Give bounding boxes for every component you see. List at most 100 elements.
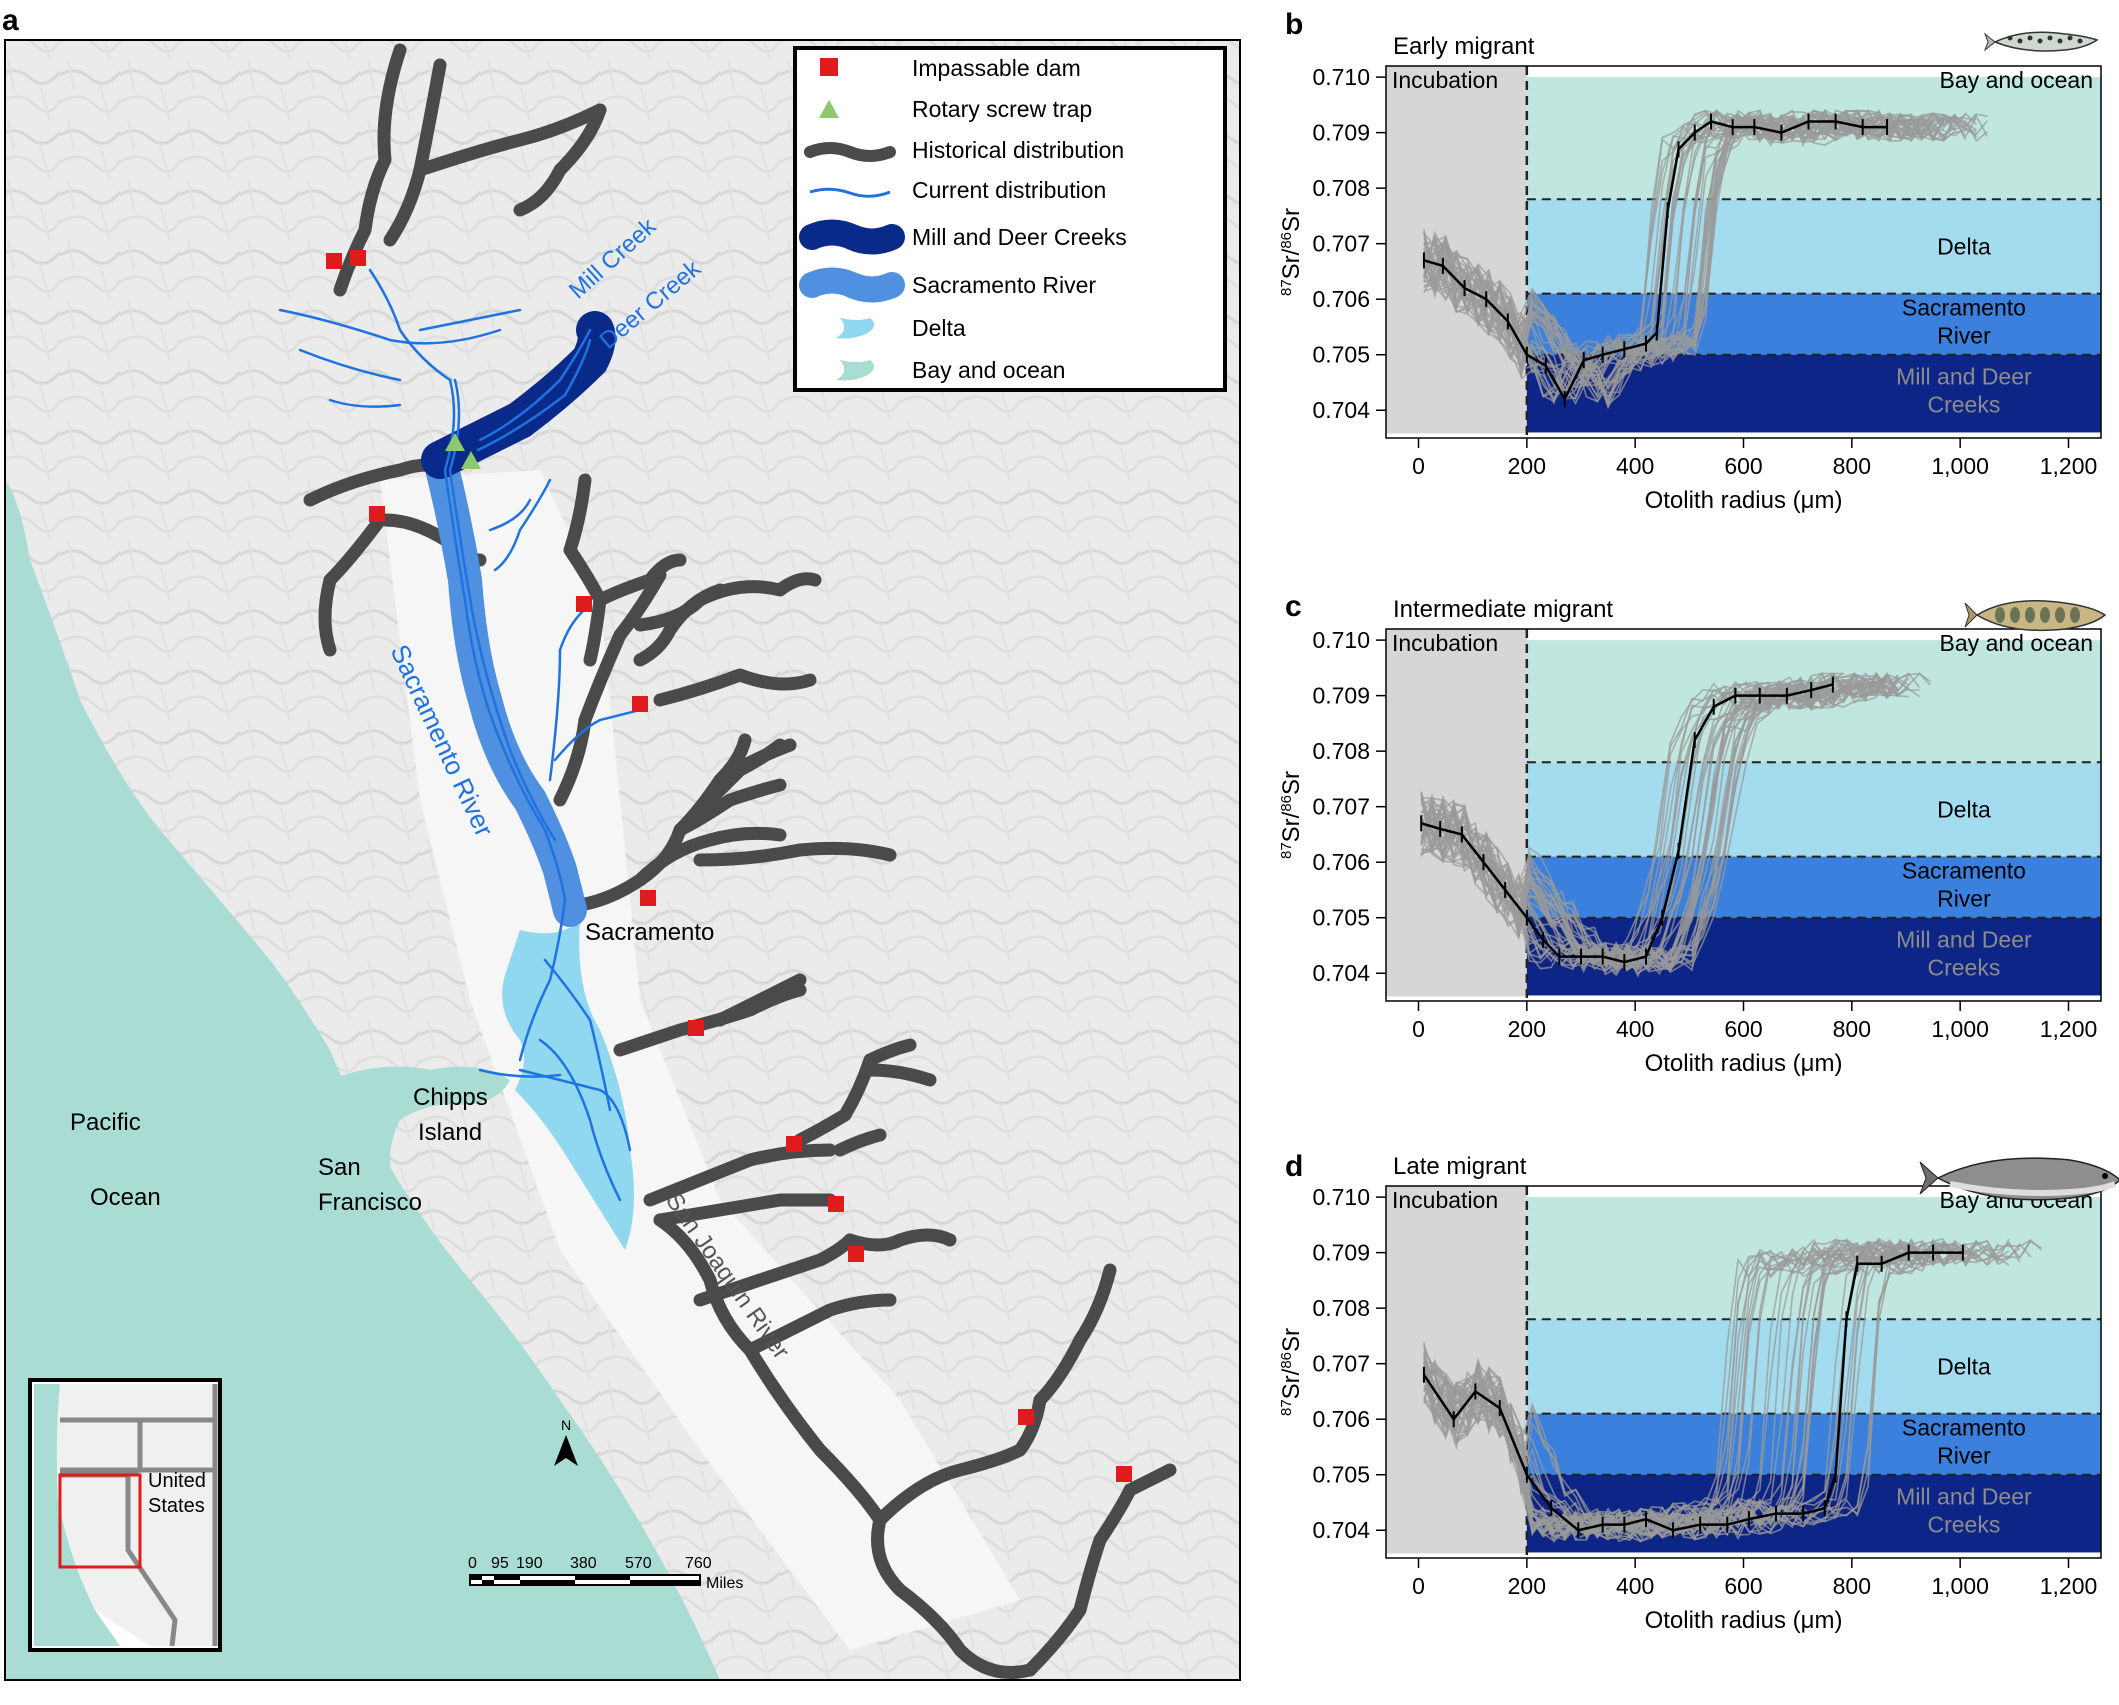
- mill-legend-icon: [799, 219, 905, 255]
- francisco-label: Francisco: [318, 1189, 422, 1216]
- san-label: San: [318, 1154, 361, 1181]
- x-tick-label: 1,000: [1931, 1573, 1989, 1599]
- x-tick-label: 0: [1412, 1573, 1425, 1599]
- individual-trajectory: [1423, 109, 1967, 392]
- mill-zone-label-line2: Creeks: [1927, 955, 2000, 981]
- fish-spot-icon: [2055, 607, 2065, 623]
- y-tick-label: 0.705: [1312, 905, 1370, 931]
- sac-legend-icon: [799, 267, 905, 303]
- delta-zone-label: Delta: [1937, 1353, 1991, 1379]
- dam-icon: [688, 1020, 704, 1036]
- chart-late-migrant: Incubation Bay and oceanDeltaSacramentoRi…: [1278, 1153, 2119, 1634]
- individual-trajectory: [1423, 113, 1978, 403]
- mill-zone-label-line2: Creeks: [1927, 1512, 2000, 1538]
- y-tick-label: 0.705: [1312, 342, 1370, 368]
- sacramento-zone: [1526, 856, 2101, 918]
- dam-icon: [369, 506, 385, 522]
- fish-belly-icon: [1949, 1181, 2117, 1196]
- map-svg: Mill Creek Deer Creek Sacramento River S…: [4, 39, 1241, 1681]
- x-tick-label: 600: [1724, 1016, 1762, 1042]
- x-tick-label: 200: [1508, 1573, 1546, 1599]
- chart-early-migrant: Incubation Bay and ocean Delta SacramentoRi…: [1278, 31, 2102, 514]
- fish-spot-icon: [2010, 607, 2020, 623]
- chart-panel-d: Incubation Bay and ocean Delta Sacramento Ri…: [1275, 1140, 2119, 1700]
- y-tick-label: 0.706: [1312, 849, 1370, 875]
- y-axis-label: 87Sr/86Sr: [1278, 771, 1306, 859]
- screw-trap-icon: [461, 451, 481, 469]
- historical-legend-icon: [804, 142, 896, 162]
- fish-spot-icon: [2047, 35, 2053, 41]
- incubation-zone: [1386, 66, 1527, 434]
- x-tick-label: 600: [1724, 1573, 1762, 1599]
- x-tick-label: 0: [1412, 453, 1425, 479]
- sacramento-zone-label-line2: River: [1937, 323, 1991, 349]
- scale-tick-label: 95: [491, 1555, 509, 1572]
- y-tick-label: 0.710: [1312, 1184, 1370, 1210]
- dam-icon: [848, 1246, 864, 1262]
- fish-eye-icon: [2102, 1173, 2108, 1179]
- chart-title: Early migrant: [1393, 33, 1535, 60]
- current-legend-icon: [809, 187, 891, 198]
- x-tick-label: 0: [1412, 1016, 1425, 1042]
- valley-floor: [380, 470, 1020, 1650]
- ocean-label: Ocean: [90, 1184, 161, 1211]
- delta-zone-label: Delta: [1937, 796, 1991, 822]
- individual-trajectories: [1420, 671, 1931, 978]
- delta-region: [502, 920, 634, 1250]
- fish-spot-icon: [2027, 35, 2033, 41]
- y-tick-label: 0.705: [1312, 1462, 1370, 1488]
- x-tick-label: 200: [1508, 1016, 1546, 1042]
- incubation-zone-label: Incubation: [1392, 1187, 1498, 1213]
- island-label: Island: [418, 1119, 482, 1146]
- panel-letter-c: c: [1285, 590, 1302, 623]
- fish-spot-icon: [2057, 38, 2063, 44]
- panel-letter-a: a: [2, 4, 19, 37]
- x-axis-label: Otolith radius (μm): [1645, 1607, 1843, 1634]
- mean-trajectory: [1422, 1251, 1963, 1532]
- north-label: N: [561, 1417, 571, 1433]
- x-axis-label: Otolith radius (μm): [1645, 1050, 1843, 1077]
- delta-zone-label: Delta: [1937, 233, 1991, 259]
- delta-zone: [1526, 762, 2101, 857]
- sacramento-zone-label-line1: Sacramento: [1902, 295, 2026, 321]
- individual-trajectory: [1423, 1242, 1891, 1534]
- chart-title: Intermediate migrant: [1393, 596, 1613, 623]
- x-tick-label: 800: [1833, 1573, 1871, 1599]
- legend-label-bay: Bay and ocean: [912, 357, 1065, 383]
- x-tick-label: 1,000: [1931, 1016, 1989, 1042]
- panel-letter-b: b: [1285, 8, 1304, 41]
- fish-illustration-icon: [1964, 599, 2107, 632]
- fish-spot-icon: [2077, 38, 2083, 44]
- incubation-zone: [1386, 1186, 1527, 1554]
- incubation-zone-label: Incubation: [1392, 67, 1498, 93]
- y-tick-label: 0.710: [1312, 64, 1370, 90]
- y-tick-label: 0.706: [1312, 1406, 1370, 1432]
- legend-label-mill: Mill and Deer Creeks: [912, 224, 1127, 250]
- mill-zone-label-line2: Creeks: [1927, 392, 2000, 418]
- inset-united-label: United: [148, 1470, 206, 1492]
- bay-zone-label: Bay and ocean: [1940, 67, 2093, 93]
- scale-tick-label: 380: [570, 1555, 597, 1572]
- sacramento-zone-label-line1: Sacramento: [1902, 1415, 2026, 1441]
- legend-label-trap: Rotary screw trap: [912, 96, 1092, 122]
- panel-letter-d: d: [1285, 1150, 1304, 1183]
- individual-trajectory: [1420, 672, 1888, 969]
- fish-spot-icon: [2025, 607, 2035, 623]
- y-tick-label: 0.707: [1312, 231, 1370, 257]
- y-axis-label: 87Sr/86Sr: [1278, 208, 1306, 296]
- fish-illustration-icon: [1919, 1157, 2119, 1201]
- x-tick-label: 200: [1508, 453, 1546, 479]
- x-tick-label: 400: [1616, 1016, 1654, 1042]
- sacramento-river-band: [423, 443, 587, 927]
- delta-zone: [1526, 199, 2101, 294]
- chart-panel-b: Incubation Bay and ocean Delta Sacramento Ri…: [1275, 20, 2119, 580]
- dam-icon: [1018, 1409, 1034, 1425]
- mean-trajectory: [1423, 120, 1888, 402]
- legend-label-curr: Current distribution: [912, 177, 1106, 203]
- y-tick-label: 0.704: [1312, 1517, 1370, 1543]
- scale-unit-label: Miles: [706, 1575, 743, 1592]
- dam-icon: [632, 696, 648, 712]
- mill-zone-label-line1: Mill and Deer: [1896, 364, 2032, 390]
- individual-trajectory: [1420, 672, 1877, 977]
- y-tick-label: 0.704: [1312, 397, 1370, 423]
